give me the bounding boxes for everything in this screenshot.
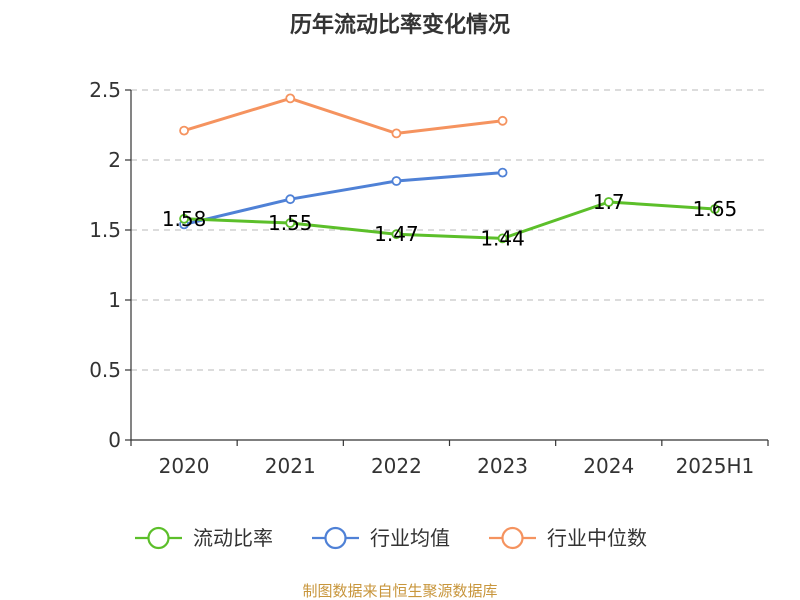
data-point	[391, 128, 402, 139]
legend-marker-icon	[501, 526, 524, 550]
data-point	[497, 167, 508, 178]
y-tick-label: 0	[108, 428, 121, 452]
series-0	[179, 197, 720, 244]
data-point	[285, 218, 296, 228]
data-point	[285, 93, 296, 104]
source-note: 制图数据来自恒生聚源数据库	[302, 582, 497, 600]
legend: 流动比率 行业均值 行业中位数	[135, 526, 647, 550]
data-point	[710, 204, 720, 214]
legend-marker-icon	[147, 526, 170, 550]
chart-title: 历年流动比率变化情况	[290, 12, 510, 38]
x-tick-label: 2024	[583, 454, 634, 478]
data-point	[391, 229, 402, 240]
data-labels: 1.58 1.55 1.47 1.44 1.7 1.65	[162, 190, 737, 250]
x-tick-label: 2021	[265, 454, 316, 478]
legend-item[interactable]: 行业均值	[312, 526, 450, 550]
grid-lines	[131, 89, 768, 371]
data-point	[497, 233, 508, 244]
x-tick-label: 2020	[159, 454, 210, 478]
series-2	[179, 93, 508, 139]
legend-item[interactable]: 行业中位数	[489, 526, 647, 550]
y-tick-label: 1.5	[89, 218, 121, 242]
legend-marker-icon	[324, 526, 347, 550]
series-line	[184, 200, 716, 240]
legend-label: 流动比率	[193, 526, 273, 550]
data-point	[603, 197, 614, 207]
legend-item[interactable]: 流动比率	[135, 526, 273, 550]
data-point	[497, 115, 508, 126]
data-label: 1.7	[593, 190, 625, 214]
series-line	[183, 171, 503, 226]
data-point	[391, 176, 402, 186]
data-label: 1.65	[693, 197, 738, 221]
data-label: 1.55	[268, 211, 313, 235]
axes: 0 0.5 1 1.5 2 2.5 2020 2021 2022 2023 2024 2025H1	[89, 78, 769, 478]
series	[179, 93, 720, 244]
legend-label: 行业均值	[370, 526, 450, 550]
series-line	[183, 96, 503, 135]
data-point	[179, 125, 189, 136]
y-tick-label: 1	[108, 288, 121, 312]
y-tick-label: 0.5	[89, 358, 121, 382]
legend-label: 行业中位数	[547, 526, 647, 550]
x-tick-label: 2025H1	[676, 454, 755, 478]
data-point	[285, 194, 296, 205]
data-label: 1.58	[162, 207, 207, 231]
data-label: 1.44	[480, 226, 525, 250]
y-tick-label: 2	[108, 148, 121, 172]
data-point	[179, 213, 189, 224]
x-tick-label: 2023	[477, 454, 528, 478]
x-tick-label: 2022	[371, 454, 422, 478]
y-tick-label: 2.5	[89, 78, 121, 102]
data-label: 1.47	[374, 222, 419, 246]
